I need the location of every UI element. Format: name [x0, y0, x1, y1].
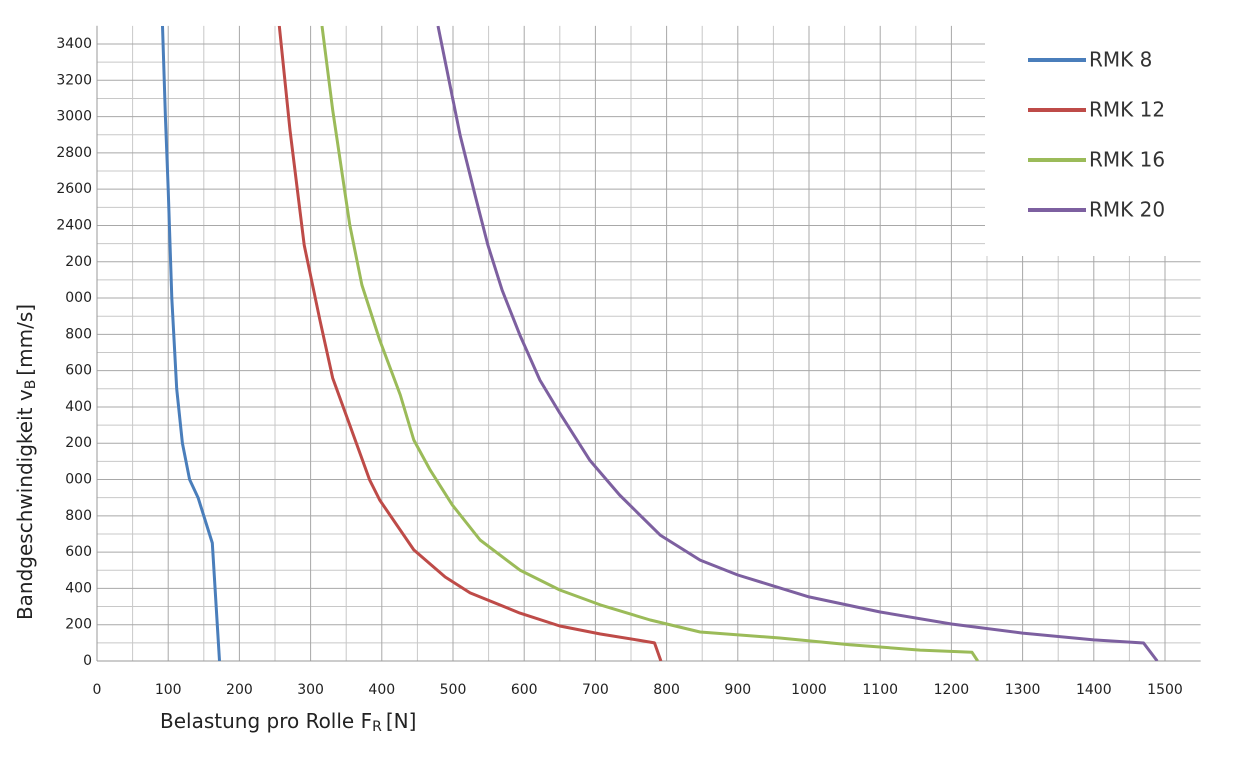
y-tick-label: 800: [65, 326, 92, 342]
x-tick-label: 900: [724, 682, 751, 698]
y-tick-label: 3000: [56, 109, 92, 125]
series-line: [161, 25, 221, 661]
y-label-sub: B: [23, 380, 39, 390]
x-axis-label: Belastung pro Rolle FR [N]: [160, 709, 416, 736]
series-line: [320, 25, 979, 661]
y-tick-label: 2600: [56, 181, 92, 197]
y-tick-label: 3400: [56, 36, 92, 52]
y-tick-label: 200: [65, 617, 92, 633]
y-tick-label: 800: [65, 508, 92, 524]
legend-box: [985, 22, 1217, 256]
legend-label: RMK 16: [1089, 148, 1165, 172]
y-tick-label: 000: [65, 472, 92, 488]
y-label-unit: [mm/s]: [13, 304, 37, 376]
x-tick-label: 700: [582, 682, 609, 698]
x-tick-label: 100: [155, 682, 182, 698]
series-line: [436, 25, 1159, 661]
series-line: [277, 25, 663, 661]
x-tick-label: 600: [511, 682, 538, 698]
y-tick-label: 200: [65, 435, 92, 451]
y-tick-label: 0: [83, 653, 92, 669]
x-tick-label: 1100: [862, 682, 898, 698]
y-tick-label: 2800: [56, 145, 92, 161]
x-tick-label: 500: [440, 682, 467, 698]
ticks: 0 100 200 300 400 500 600 700 800 900 1000 1100 1200…: [56, 36, 1182, 698]
y-tick-label: 600: [65, 544, 92, 560]
y-tick-label: 600: [65, 363, 92, 379]
lines: [161, 25, 1159, 661]
y-tick-label: 400: [65, 580, 92, 596]
y-tick-label: 000: [65, 290, 92, 306]
y-tick-label: 200: [65, 254, 92, 270]
y-tick-label: 400: [65, 399, 92, 415]
legend: RMK 8 RMK 12 RMK 16 RMK 20: [985, 22, 1217, 256]
x-tick-label: 0: [93, 682, 102, 698]
x-tick-label: 400: [368, 682, 395, 698]
grid: [96, 25, 1201, 662]
x-tick-label: 1400: [1076, 682, 1112, 698]
x-tick-label: 1300: [1005, 682, 1041, 698]
x-tick-label: 200: [226, 682, 253, 698]
x-label-sub: R: [372, 719, 382, 735]
x-tick-label: 1000: [791, 682, 827, 698]
y-axis-label: Bandgeschwindigkeit vB [mm/s]: [13, 304, 40, 620]
x-tick-label: 300: [297, 682, 324, 698]
y-tick-label: 3200: [56, 72, 92, 88]
y-label-main: Bandgeschwindigkeit v: [13, 389, 37, 620]
y-tick-label: 2400: [56, 217, 92, 233]
x-tick-label: 1500: [1147, 682, 1183, 698]
legend-label: RMK 12: [1089, 98, 1165, 122]
x-tick-label: 1200: [934, 682, 970, 698]
legend-label: RMK 8: [1089, 48, 1152, 72]
x-tick-label: 800: [653, 682, 680, 698]
x-label-main: Belastung pro Rolle F: [160, 709, 372, 733]
x-label-unit: [N]: [386, 709, 417, 733]
legend-label: RMK 20: [1089, 198, 1165, 222]
